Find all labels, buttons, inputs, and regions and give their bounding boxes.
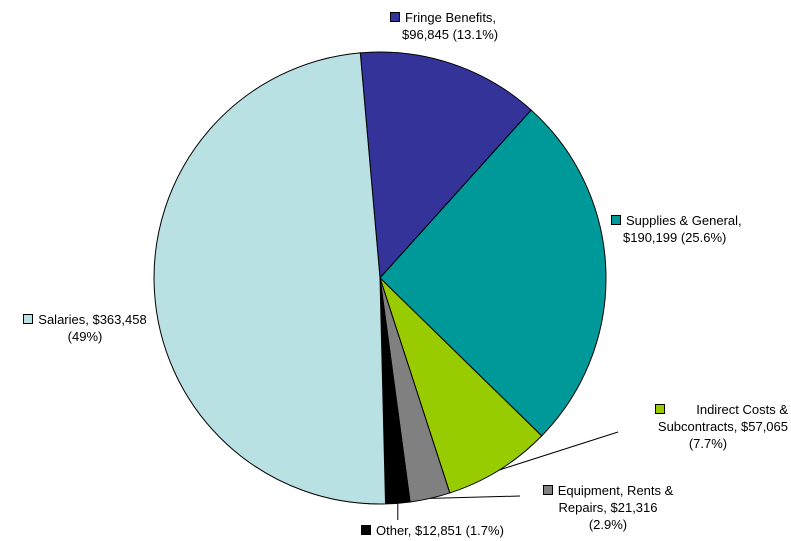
pie-slices [153, 51, 607, 505]
supplies-general-label-line-2: $190,199 (25.6%) [623, 230, 727, 245]
indirect-costs-label-line-3: (7.7%) [688, 436, 728, 451]
equipment-label-line-2: Repairs, $21,316 [558, 500, 658, 515]
other-swatch [361, 525, 371, 535]
supplies-general-label-line-1: Supplies & General, [626, 213, 742, 228]
leader-lines [397, 431, 619, 520]
equipment-swatch [542, 485, 553, 495]
pie-slice-indirect-costs [379, 277, 543, 494]
indirect-costs-swatch [655, 404, 666, 414]
indirect-costs-label-line-2: Subcontracts, $57,065 [657, 419, 788, 434]
label-fringe-benefits: Fringe Benefits, $96,845 (13.1%) [390, 9, 498, 43]
fringe-benefits-label-line-1: Fringe Benefits, [405, 10, 497, 25]
pie-slice-salaries [153, 52, 387, 505]
equipment-label-line-3: (2.9%) [588, 517, 628, 532]
leader-line-indirect-costs [499, 431, 619, 471]
pie-slice-fringe-benefits [359, 51, 532, 280]
label-equipment-rents-repairs: Equipment, Rents & Repairs, $21,316 (2.9… [528, 482, 688, 533]
label-supplies-general: Supplies & General, $190,199 (25.6%) [611, 212, 742, 246]
fringe-benefits-swatch [390, 12, 400, 22]
fringe-benefits-label-line-2: $96,845 (13.1%) [402, 27, 499, 42]
leader-line-equipment [430, 495, 521, 499]
label-indirect-costs: Indirect Costs & Subcontracts, $57,065 (… [620, 401, 788, 452]
pie-slice-supplies-general [379, 109, 607, 437]
equipment-label-line-1: Equipment, Rents & [557, 483, 674, 498]
other-label-line-1: Other, $12,851 (1.7%) [376, 523, 504, 538]
salaries-label-line-2: (49%) [67, 329, 103, 344]
indirect-costs-label-line-1: Indirect Costs & [696, 402, 788, 417]
label-salaries: Salaries, $363,458 (49%) [9, 311, 161, 345]
supplies-general-swatch [611, 215, 621, 225]
salaries-label-line-1: Salaries, $363,458 [38, 312, 147, 327]
salaries-swatch [23, 314, 34, 324]
label-other: Other, $12,851 (1.7%) [361, 522, 504, 539]
